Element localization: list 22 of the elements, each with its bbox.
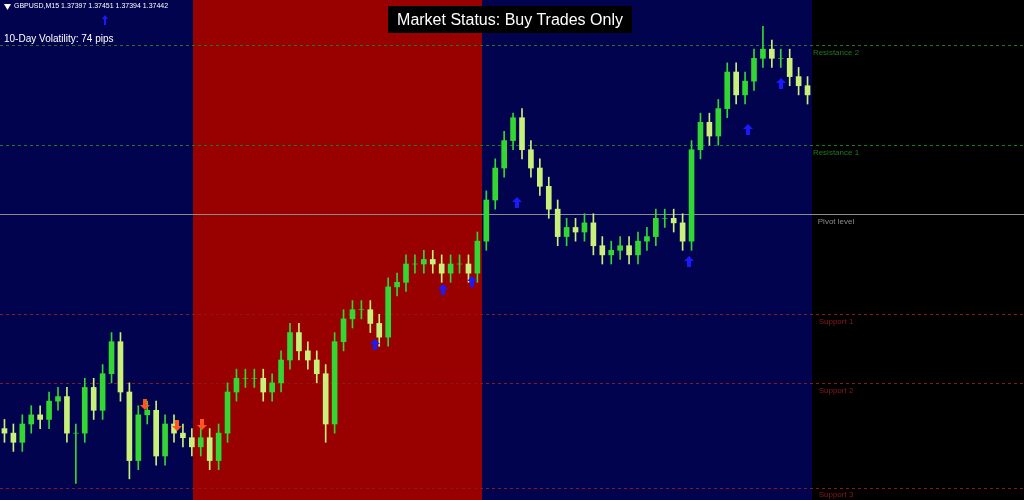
ref-line-label: Resistance 2 xyxy=(812,47,860,57)
candlestick xyxy=(251,368,258,388)
candlestick xyxy=(644,227,650,251)
ref-line-label: Support 2 xyxy=(818,385,854,395)
candlestick xyxy=(670,208,677,233)
ref-line-label: Support 3 xyxy=(818,490,854,500)
annotation: 10-Day Volatility: 74 pips xyxy=(4,33,114,44)
candlestick xyxy=(760,25,766,68)
candlestick xyxy=(617,236,623,260)
candlestick xyxy=(37,405,43,429)
ref-line-label: Pivot level xyxy=(817,216,855,226)
ref-line-label: Resistance 1 xyxy=(812,147,860,157)
chart-title: Market Status: Buy Trades Only xyxy=(388,6,632,33)
candlestick xyxy=(421,249,427,274)
ref-line-label: Support 1 xyxy=(818,316,854,326)
candlestick xyxy=(661,208,668,228)
candlestick xyxy=(394,272,400,297)
candlestick xyxy=(608,240,615,265)
candlestick xyxy=(180,423,186,448)
candlestick xyxy=(55,387,61,411)
candlestick xyxy=(777,48,784,68)
candlestick xyxy=(429,249,436,274)
